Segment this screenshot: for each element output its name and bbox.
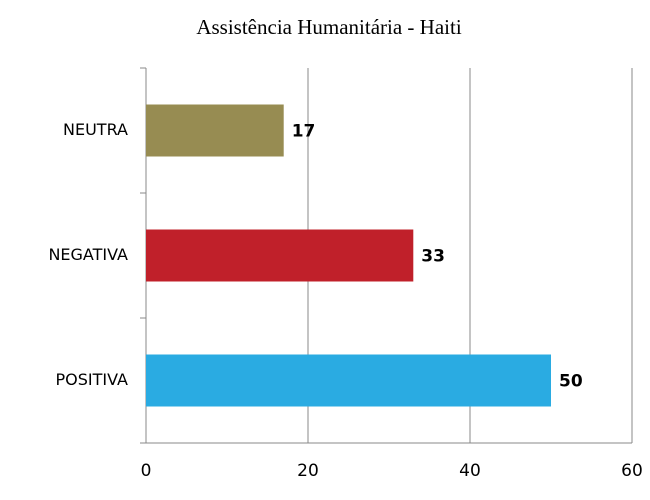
x-tick-label: 60 — [621, 461, 643, 481]
value-label: 33 — [421, 247, 445, 267]
bar — [146, 354, 551, 407]
x-tick-label: 0 — [141, 461, 152, 481]
value-label: 50 — [559, 372, 583, 392]
chart-title: Assistência Humanitária - Haiti — [196, 15, 462, 39]
bar — [146, 229, 414, 282]
y-tick-label: NEUTRA — [63, 120, 128, 139]
y-tick-label: NEGATIVA — [48, 245, 128, 264]
bar — [146, 104, 284, 157]
y-tick-label: POSITIVA — [56, 370, 129, 389]
value-label: 17 — [292, 122, 316, 142]
x-tick-label: 40 — [459, 461, 481, 481]
x-tick-label: 20 — [297, 461, 319, 481]
